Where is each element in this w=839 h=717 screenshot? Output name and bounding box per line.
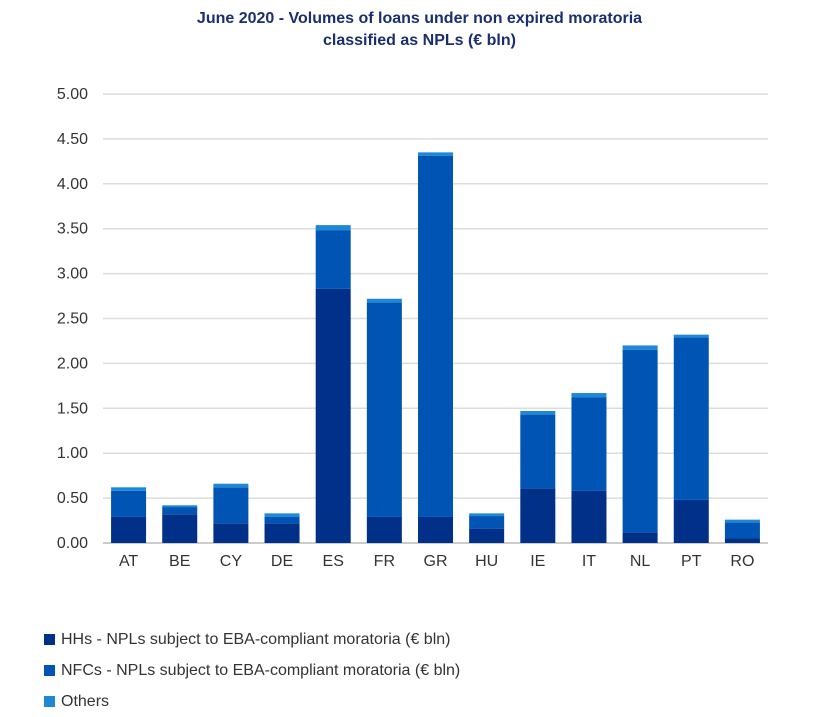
x-tick-label-pt: PT <box>681 553 702 570</box>
bar-nl-series-0 <box>622 532 658 543</box>
x-tick-label-it: IT <box>582 553 596 570</box>
plot-area: 0.00 0.50 1.00 1.50 2.00 2.50 3.00 3.50 4.00 4.50… <box>57 86 768 570</box>
x-tick-label-be: BE <box>169 553 190 570</box>
y-tick-label: 5.00 <box>57 86 88 103</box>
x-tick-label-ro: RO <box>730 553 754 570</box>
x-tick-label-ie: IE <box>530 553 545 570</box>
legend-swatch-nfcs <box>44 665 55 676</box>
bar-it-series-1 <box>571 397 607 491</box>
bar-es-series-2 <box>315 225 351 231</box>
bar-cy-series-2 <box>213 483 249 488</box>
x-axis-tick-labels: AT BE CY DE ES FR GR HU IE IT NL PT RO <box>119 553 754 570</box>
bar-fr-series-1 <box>366 302 402 517</box>
bar-pt-series-1 <box>673 337 709 500</box>
y-tick-label: 0.00 <box>57 535 88 552</box>
bar-ie-series-1 <box>520 414 556 489</box>
bar-es-series-0 <box>315 288 351 543</box>
legend-swatch-hhs <box>44 634 55 645</box>
bar-be-series-1 <box>162 507 198 515</box>
chart-title-line-2: classified as NPLs (€ bln) <box>323 32 516 49</box>
legend-label-others: Others <box>61 692 110 710</box>
legend-swatch-others <box>44 696 55 707</box>
bar-fr-series-0 <box>366 516 402 543</box>
bar-es-series-1 <box>315 230 351 289</box>
bar-be-series-2 <box>162 505 198 508</box>
legend-item-hhs: HHs - NPLs subject to EBA-compliant mora… <box>44 624 460 655</box>
bar-gr-series-0 <box>418 516 453 543</box>
bar-it-series-0 <box>571 490 607 543</box>
x-tick-label-de: DE <box>271 553 293 570</box>
y-tick-label: 1.00 <box>57 445 88 462</box>
y-tick-label: 2.50 <box>57 311 88 328</box>
bar-pt-series-0 <box>673 499 709 543</box>
bar-fr-series-2 <box>366 298 402 303</box>
x-tick-label-es: ES <box>323 553 344 570</box>
y-tick-label: 3.00 <box>57 266 88 283</box>
bar-de-series-1 <box>264 516 300 524</box>
bar-gr-series-1 <box>418 155 453 517</box>
bar-it-series-2 <box>571 393 607 398</box>
bar-pt-series-2 <box>673 334 709 338</box>
bars <box>111 152 760 543</box>
legend-item-others: Others <box>44 686 460 717</box>
bar-nl-series-2 <box>622 345 658 350</box>
chart-title-line-1: June 2020 - Volumes of loans under non e… <box>196 10 643 27</box>
x-tick-label-at: AT <box>119 553 138 570</box>
bar-ie-series-2 <box>520 410 556 415</box>
y-tick-label: 1.50 <box>57 400 88 417</box>
x-tick-label-cy: CY <box>220 553 243 570</box>
bar-ro-series-2 <box>724 519 760 523</box>
y-tick-label: 0.50 <box>57 490 88 507</box>
bar-ie-series-0 <box>520 488 556 543</box>
y-axis-tick-labels: 0.00 0.50 1.00 1.50 2.00 2.50 3.00 3.50 4.00 4.50… <box>57 86 88 552</box>
bar-hu-series-2 <box>469 513 505 517</box>
y-tick-label: 4.50 <box>57 131 88 148</box>
bar-hu-series-0 <box>469 528 505 543</box>
bar-nl-series-1 <box>622 349 658 533</box>
bar-at-series-2 <box>111 487 147 491</box>
bar-be-series-0 <box>162 514 198 543</box>
legend-label-nfcs: NFCs - NPLs subject to EBA-compliant mor… <box>61 661 461 679</box>
bar-at-series-1 <box>111 490 147 517</box>
y-tick-label: 3.50 <box>57 221 88 238</box>
bar-ro-series-1 <box>724 522 760 539</box>
bar-hu-series-1 <box>469 516 505 529</box>
bar-ro-series-0 <box>724 538 760 543</box>
bar-de-series-2 <box>264 513 300 517</box>
y-tick-label: 2.00 <box>57 355 88 372</box>
legend: HHs - NPLs subject to EBA-compliant mora… <box>44 624 460 717</box>
bar-cy-series-0 <box>213 523 249 543</box>
bar-cy-series-1 <box>213 487 249 524</box>
legend-label-hhs: HHs - NPLs subject to EBA-compliant mora… <box>61 630 451 648</box>
x-tick-label-fr: FR <box>374 553 395 570</box>
y-tick-label: 4.00 <box>57 176 88 193</box>
bar-de-series-0 <box>264 523 300 543</box>
x-tick-label-nl: NL <box>630 553 651 570</box>
x-tick-label-hu: HU <box>475 553 498 570</box>
legend-item-nfcs: NFCs - NPLs subject to EBA-compliant mor… <box>44 655 460 686</box>
bar-gr-series-2 <box>418 152 453 156</box>
x-tick-label-gr: GR <box>424 553 448 570</box>
bar-at-series-0 <box>111 516 147 543</box>
